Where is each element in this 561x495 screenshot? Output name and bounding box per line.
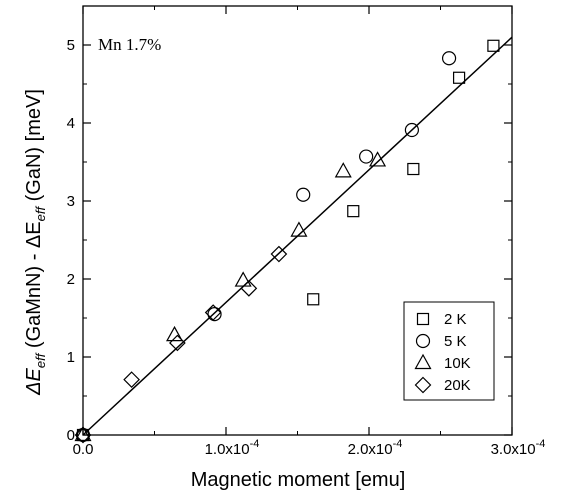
square-point	[487, 39, 500, 52]
triangle-point	[234, 271, 252, 287]
square-point	[452, 71, 466, 84]
diamond-point	[270, 245, 288, 263]
y-label-part2: (GaMnN) - ΔE	[23, 221, 45, 353]
x-tick-label: 3.0x10-4	[491, 438, 546, 458]
x-tick-label: 2.0x10-4	[348, 438, 403, 458]
diamond-point	[123, 371, 140, 388]
legend-box	[403, 301, 495, 401]
legend-label: 5 K	[444, 333, 467, 350]
x-axis-label: Magnetic moment [emu]	[191, 469, 406, 491]
square-point	[307, 293, 320, 306]
diamond-point	[169, 334, 186, 352]
y-label-part3: (GaN) [meV]	[23, 89, 45, 207]
triangle-point	[334, 162, 352, 178]
triangle-point	[166, 325, 184, 342]
y-tick-label: 5	[67, 37, 75, 54]
legend-triangle-marker	[414, 353, 432, 370]
diamond-point	[204, 304, 222, 321]
tick-labels: 0.0 1.0x10-4 2.0x10-4 3.0x10-4 0 1 2 3 4 5	[67, 37, 546, 458]
circle-point	[296, 187, 311, 202]
triangle-point	[74, 425, 92, 442]
circle-point	[404, 122, 419, 138]
plot-frame	[82, 5, 513, 436]
y-tick-label: 0	[67, 427, 75, 444]
triangle-point	[290, 221, 308, 237]
circle-point	[207, 307, 222, 322]
y-tick-label: 4	[67, 115, 75, 132]
square-point	[407, 162, 420, 176]
triangle-point	[369, 151, 387, 167]
circle-point	[359, 149, 374, 164]
y-tick-label: 2	[67, 271, 75, 288]
y-axis-label: ΔEeff (GaMnN) - ΔEeff (GaN) [meV]	[23, 89, 48, 396]
legend-label: 2 K	[444, 311, 467, 328]
y-label-sub2: eff	[33, 206, 48, 222]
legend-label: 20K	[444, 377, 471, 394]
y-tick-label: 1	[67, 349, 75, 366]
x-tick-label: 1.0x10-4	[205, 438, 260, 458]
chart-annotation: Mn 1.7%	[98, 35, 161, 54]
legend-diamond-marker	[414, 376, 432, 394]
x-tick-label: 0.0	[73, 441, 94, 458]
square-point	[347, 205, 360, 218]
diamond-point	[74, 426, 92, 444]
legend-square-marker	[416, 312, 430, 326]
legend-label: 10K	[444, 355, 471, 372]
circle-point	[441, 51, 457, 66]
y-label-part1: ΔE	[23, 367, 45, 395]
y-label-sub1: eff	[33, 352, 48, 368]
y-tick-label: 3	[67, 193, 75, 210]
legend-circle-marker	[415, 333, 431, 349]
diamond-point	[240, 280, 258, 297]
legend: 2 K 5 K 10K 20K	[403, 301, 495, 401]
